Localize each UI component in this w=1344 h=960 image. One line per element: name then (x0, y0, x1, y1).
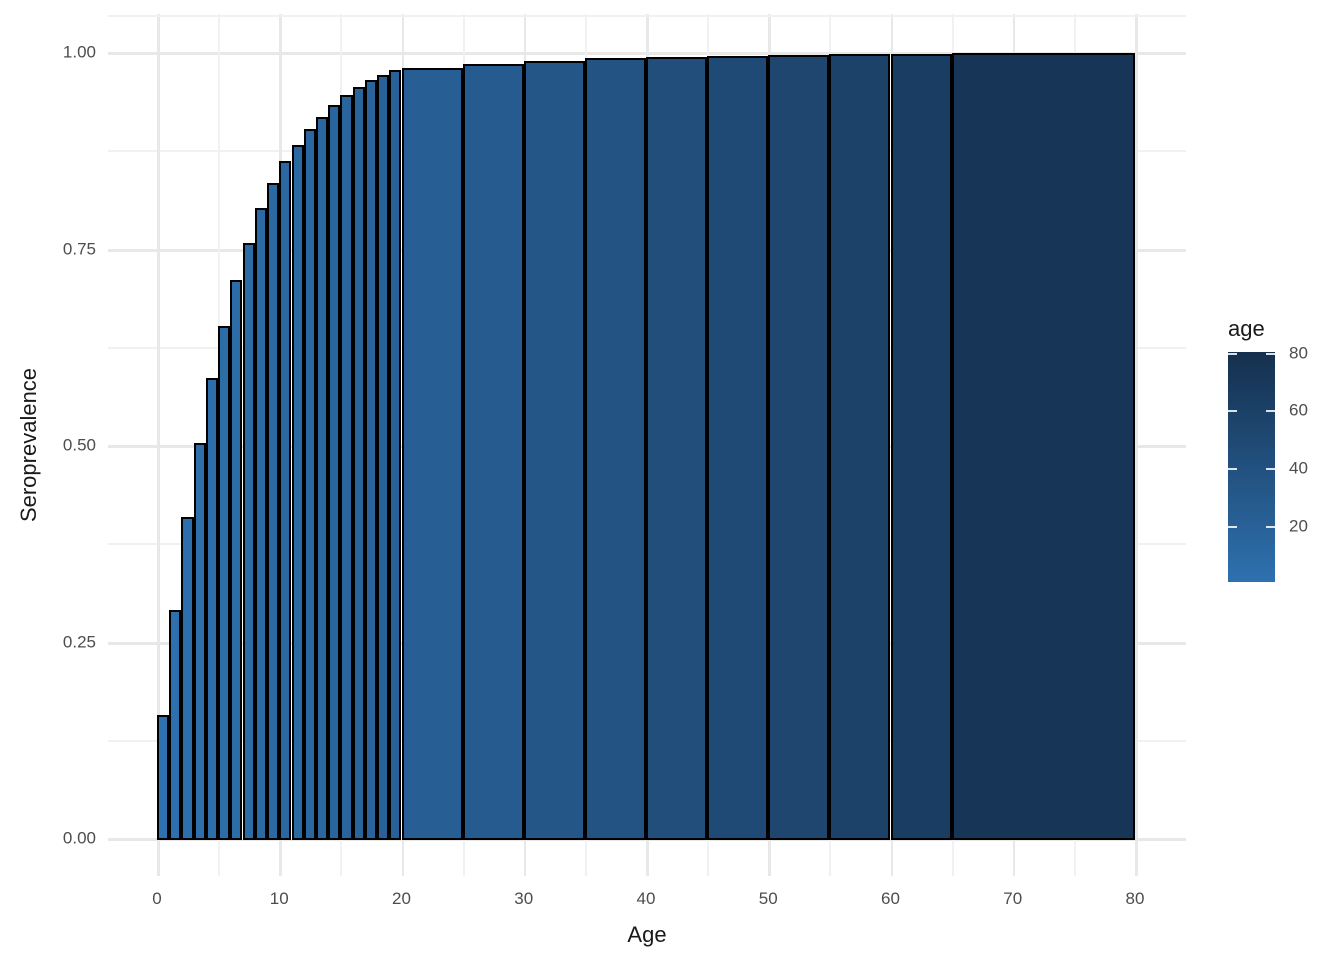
bar-age-14-15 (328, 105, 341, 840)
legend-tick-mark (1266, 409, 1275, 412)
bar-age-45-50 (707, 55, 769, 840)
bar-age-2-3 (181, 517, 194, 840)
gridline (1135, 14, 1138, 876)
legend-tick-label: 20 (1289, 516, 1308, 536)
y-tick-label: 1.00 (62, 42, 96, 62)
x-tick-label: 40 (636, 889, 656, 908)
bar-age-12-13 (303, 129, 316, 840)
legend-tick-mark (1228, 525, 1237, 528)
y-tick-label: 0.25 (62, 632, 96, 651)
y-axis-title: Seroprevalence (16, 367, 41, 523)
bar-age-11-12 (291, 144, 304, 840)
bar-age-55-60 (829, 54, 891, 840)
bar-age-20-25 (401, 67, 463, 840)
legend-colorbar (1228, 352, 1275, 582)
bar-age-7-8 (242, 243, 255, 840)
bar-age-9-10 (267, 182, 280, 840)
legend-tick-mark (1266, 525, 1275, 528)
bar-age-17-18 (364, 80, 377, 840)
bar-age-10-11 (279, 161, 292, 840)
bar-age-13-14 (315, 116, 329, 840)
bar-age-19-20 (389, 70, 402, 840)
legend-tick-mark (1228, 353, 1237, 355)
bar-age-30-35 (523, 60, 585, 840)
y-tick-label: 0.75 (62, 239, 96, 258)
x-tick-label: 70 (1003, 889, 1023, 908)
legend-tick-label: 80 (1289, 343, 1308, 363)
gridline (157, 14, 160, 876)
bar-age-65-80 (951, 52, 1135, 840)
bar-age-3-4 (193, 442, 206, 840)
legend-tick-mark (1228, 409, 1237, 412)
bar-age-40-45 (646, 56, 708, 840)
legend-tick-mark (1266, 353, 1275, 355)
x-tick-label: 80 (1125, 889, 1145, 908)
y-tick-label: 0.00 (62, 828, 96, 848)
bar-age-15-16 (340, 95, 353, 840)
x-tick-label: 10 (269, 889, 289, 908)
x-axis-title: Age (627, 922, 667, 947)
legend-tick-mark (1228, 467, 1237, 470)
bar-age-16-17 (352, 87, 365, 840)
x-tick-label: 0 (152, 889, 162, 908)
x-tick-label: 20 (392, 889, 411, 908)
legend-title: age (1228, 316, 1265, 341)
y-tick-label: 0.50 (62, 435, 96, 455)
bar-age-18-19 (377, 74, 390, 840)
x-tick-label: 60 (881, 889, 900, 908)
bar-age-25-30 (462, 63, 524, 840)
bar-age-8-9 (254, 207, 267, 840)
bar-age-60-65 (890, 53, 952, 840)
legend-tick-mark (1266, 467, 1275, 470)
plot-panel (108, 14, 1186, 876)
x-tick-label: 30 (514, 889, 534, 908)
bar-age-0-1 (157, 714, 170, 840)
bar-age-50-55 (768, 54, 830, 840)
bar-age-5-6 (218, 325, 231, 840)
bar-age-35-40 (584, 58, 646, 840)
x-tick-label: 50 (758, 889, 778, 908)
bar-age-4-5 (205, 378, 219, 840)
legend-tick-label: 60 (1289, 400, 1308, 420)
bar-age-6-7 (230, 279, 243, 840)
gridline (108, 15, 1186, 17)
legend-tick-label: 40 (1289, 458, 1308, 478)
bar-age-1-2 (169, 610, 182, 840)
